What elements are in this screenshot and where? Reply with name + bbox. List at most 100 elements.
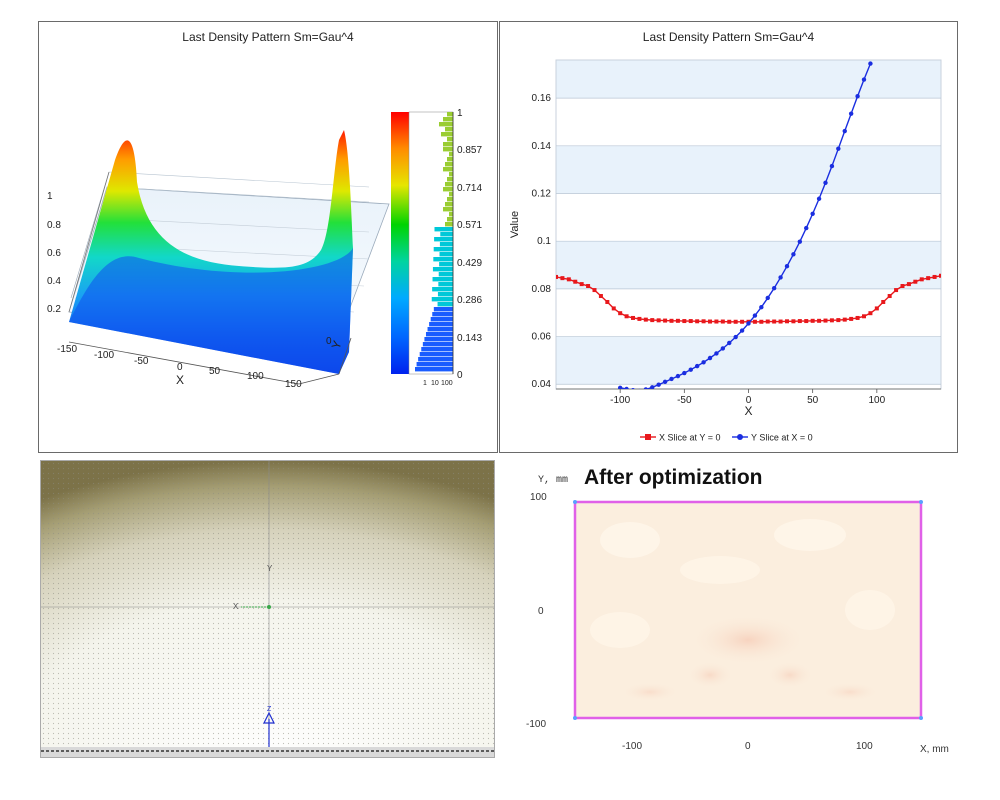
histogram-bar <box>422 342 453 347</box>
x-slice-point <box>817 318 822 323</box>
histogram-bar <box>432 312 453 317</box>
opt-y-ticks: 100 0 -100 <box>526 492 547 730</box>
histogram-bar <box>431 297 453 302</box>
y-slice-point <box>631 387 635 389</box>
histogram-bar <box>438 282 453 287</box>
x-axis-label: X <box>176 373 184 387</box>
histogram-bar <box>432 287 453 292</box>
y-slice-point <box>746 321 751 326</box>
x-tick-5: 50 <box>209 366 221 377</box>
z-tick-4: 0.4 <box>47 276 61 287</box>
x-slice-point <box>675 318 680 323</box>
x-slice-point <box>556 274 558 279</box>
y-slice-point <box>739 328 745 333</box>
y-slice-point <box>701 360 706 365</box>
x-slice-point <box>785 319 789 324</box>
scene-view-panel[interactable]: Y X Z <box>40 460 495 758</box>
hist-tick-3: 100 <box>441 380 453 387</box>
histogram-bar <box>439 252 453 257</box>
x-slice-point <box>887 294 892 299</box>
y-slice-point <box>643 387 648 389</box>
opt-x-tick-100: 100 <box>856 741 873 752</box>
scene-axis-triad[interactable]: Y X <box>233 564 273 611</box>
x-slice-point <box>919 277 924 282</box>
histogram-bar <box>432 277 453 282</box>
x-slice-point <box>881 299 886 304</box>
histogram-bar <box>424 337 453 342</box>
x-slice-point <box>656 318 661 323</box>
x-slice-point <box>855 315 860 320</box>
histogram-bar <box>427 327 453 332</box>
x-slice-point <box>695 319 700 324</box>
y-slice-point <box>797 239 803 244</box>
legend-label: X Slice at Y = 0 <box>659 433 720 443</box>
scene-axis-y-label: Y <box>267 564 273 573</box>
cb-tick-6: 0.286 <box>457 295 482 306</box>
series-y-slice-line <box>620 63 872 389</box>
plot-band <box>556 241 941 289</box>
x-slice-point <box>772 319 777 324</box>
plot-band <box>556 336 941 385</box>
y-slice-point <box>650 385 655 389</box>
optimization-title: After optimization <box>584 466 763 489</box>
histogram-bar <box>445 202 453 207</box>
y-slice-point <box>638 388 641 389</box>
optimization-panel: After optimization Y, mm 100 0 -100 <box>510 460 970 760</box>
x-tick-7: 150 <box>285 379 302 390</box>
x-slice-point <box>714 319 719 324</box>
y-slice-point <box>688 367 693 372</box>
histogram-bar <box>449 152 453 157</box>
x-slice-point <box>791 319 796 324</box>
x-slice-point <box>727 319 732 324</box>
histogram-bar <box>443 147 453 152</box>
cb-tick-4: 0.571 <box>457 220 482 231</box>
cb-tick-2: 0.857 <box>457 145 482 156</box>
histogram-bar <box>434 237 453 242</box>
x-slice-point <box>778 319 783 324</box>
x-slice-point <box>611 306 616 311</box>
x-slice-point <box>740 319 745 324</box>
histogram-bar <box>439 262 453 267</box>
y-slice-point <box>765 295 770 301</box>
x-slice-point <box>720 319 725 324</box>
histogram-bar <box>443 117 453 122</box>
x-slice-point <box>868 311 873 316</box>
cb-tick-7: 0.143 <box>457 333 482 344</box>
y-slice-point <box>829 163 835 169</box>
histogram-bar <box>449 192 453 197</box>
histogram-bar <box>433 257 453 262</box>
y-slice-point <box>682 370 687 376</box>
histogram-bar <box>438 272 453 277</box>
x-slice-point <box>810 318 815 323</box>
x-slice-point <box>842 317 847 322</box>
y-slice-point <box>778 275 783 280</box>
hist-tick-2: 10 <box>431 380 439 387</box>
x-slice-point <box>906 282 911 287</box>
y-tick-label: 0.08 <box>532 284 552 295</box>
x-slice-point <box>598 294 603 299</box>
plot-series-group <box>556 61 941 389</box>
y-slice-point <box>752 313 758 318</box>
x-slice-point <box>643 317 648 322</box>
opt-x-tick-m100: -100 <box>622 741 642 752</box>
x-tick-4: 0 <box>177 362 183 373</box>
y-slice-point <box>823 180 828 185</box>
x-slice-point <box>913 279 918 284</box>
histogram-bar <box>437 302 453 307</box>
histogram-bar <box>429 322 453 327</box>
y-slice-point <box>842 128 847 134</box>
cb-tick-8: 0 <box>457 370 463 381</box>
histogram-bar <box>439 122 453 127</box>
x-tick-3: -50 <box>134 356 149 367</box>
y-slice-point <box>804 225 809 231</box>
surface-z-ticks: 1 0.8 0.6 0.4 0.2 <box>47 191 61 315</box>
x-slice-point <box>823 318 828 323</box>
opt-x-ticks: -100 0 100 X, mm <box>622 741 949 755</box>
x-slice-point <box>849 316 854 321</box>
scene-view-svg: Y X Z <box>41 461 494 757</box>
x-slice-point <box>682 319 687 324</box>
y-slice-point <box>617 385 623 389</box>
y-slice-point <box>727 340 732 346</box>
histogram-bar <box>443 167 453 172</box>
y-tick-label: 0.06 <box>532 332 552 343</box>
